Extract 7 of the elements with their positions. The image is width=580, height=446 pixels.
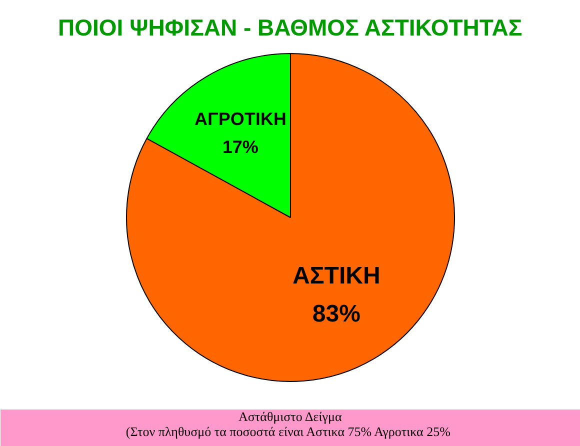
slice-label: ΑΣΤΙΚΗ <box>292 262 380 290</box>
slice-label: ΑΓΡΟΤΙΚΗ <box>194 108 286 129</box>
text: (Στον πληθυσμό τα ποσοστά είναι Αστικα 75% Αγροτικα 25% <box>126 424 451 439</box>
chart-title: ΠΟΙΟΙ ΨΗΦΙΣΑΝ - ΒΑΘΜΟΣ ΑΣΤΙΚΟΤΗΤΑΣ <box>58 14 522 40</box>
text: Αστάθμιστο Δείγμα <box>238 409 342 424</box>
data-label: 83% <box>312 300 360 328</box>
data-label: 17% <box>222 136 258 157</box>
